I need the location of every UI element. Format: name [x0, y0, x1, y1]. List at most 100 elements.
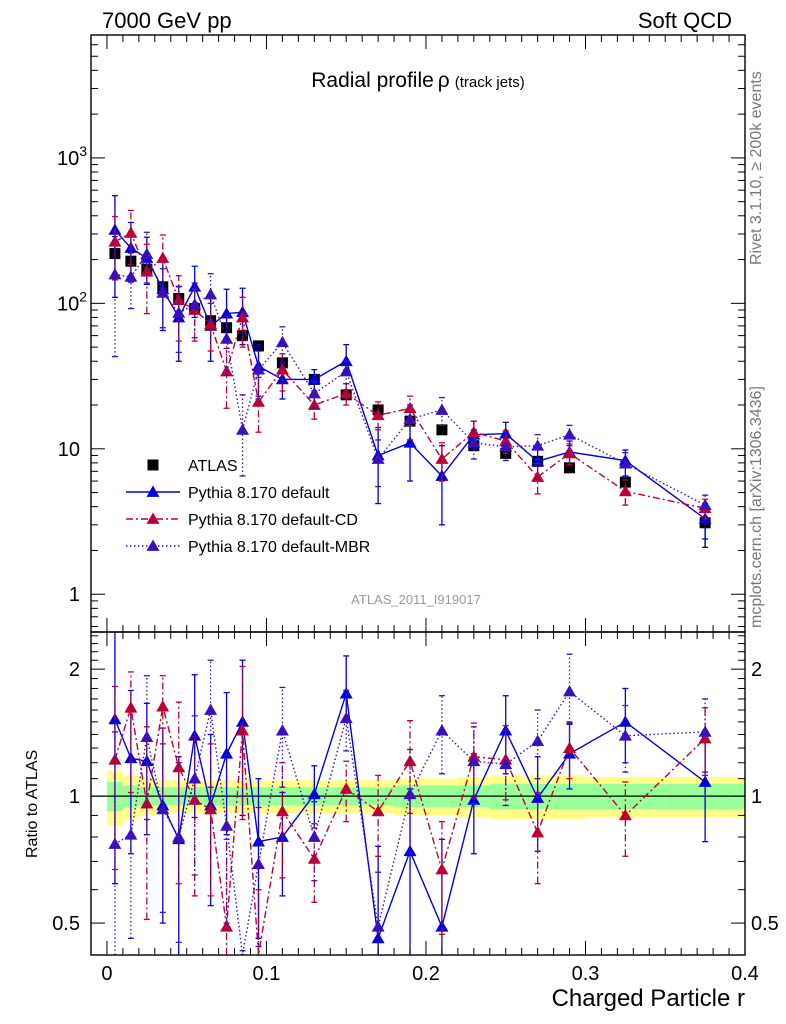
ratio-series-2-point	[204, 703, 218, 715]
main-title-suffix: (track jets)	[455, 74, 525, 91]
main-series-2-point	[371, 408, 385, 421]
ratio-series-0-point	[236, 715, 250, 727]
main-series-3-point	[563, 428, 577, 440]
x-tick-label: 0.3	[572, 963, 600, 985]
ratio-y-tick-label-right: 0.5	[751, 913, 779, 935]
main-series-2-point	[251, 395, 265, 407]
main-series-2-point	[563, 446, 577, 459]
main-series-2-point	[435, 452, 449, 464]
main-series-2-point	[108, 235, 122, 247]
main-series-2-line	[114, 231, 706, 509]
header-right: Soft QCD	[638, 8, 732, 33]
ratio-series-0-point	[698, 775, 712, 787]
ratio-series-2-point	[188, 772, 202, 784]
ratio-series-2-point	[156, 802, 170, 815]
ratio-series-2-point	[172, 830, 186, 842]
main-series-3-point	[531, 439, 545, 451]
ratio-series-1-point	[307, 852, 321, 864]
ratio-series-1-point	[563, 741, 577, 753]
ratio-series-2-point	[435, 724, 449, 736]
main-series-3-point	[251, 363, 265, 375]
main-series-3-point	[339, 364, 353, 377]
ratio-series-2-point	[220, 819, 234, 831]
main-series-3-point	[124, 270, 138, 282]
main-series-1-point	[531, 454, 545, 467]
ratio-series-2-point	[339, 711, 353, 724]
ratio-series-2-point	[698, 725, 712, 737]
legend-label-2: Pythia 8.170 default-CD	[188, 512, 358, 529]
main-series-3-point	[140, 247, 154, 260]
main-series-1-point	[307, 372, 321, 385]
ratio-series-2-point	[108, 837, 122, 849]
main-series-0-point	[564, 462, 576, 474]
x-tick-label: 0.4	[731, 963, 759, 985]
ratio-series-1-point	[220, 920, 234, 932]
main-series-2-point	[156, 251, 170, 263]
main-series-3-point	[618, 457, 632, 469]
main-series-3-point	[236, 423, 250, 435]
main-series-3-point	[108, 267, 122, 280]
main-series-2-point	[531, 470, 545, 482]
main-series-3-point	[275, 335, 289, 348]
ratio-series-1-point	[618, 808, 632, 821]
main-series-3-point	[499, 440, 513, 452]
main-y-tick-base: 10	[57, 293, 79, 315]
main-series-0-point	[436, 424, 448, 436]
main-y-tick-label: 10	[58, 439, 80, 461]
main-series-2-point	[204, 317, 218, 329]
main-series-1-point	[220, 307, 234, 319]
legend-label-0: ATLAS	[188, 458, 238, 475]
ratio-series-2-point	[531, 734, 545, 747]
ratio-y-tick-label: 1	[69, 786, 80, 808]
main-series-3-point	[156, 286, 170, 298]
ratio-series-0-point	[307, 787, 321, 800]
header-left: 7000 GeV pp	[102, 8, 232, 33]
main-y-tick-exponent: 3	[79, 143, 87, 159]
main-series-3-point	[371, 452, 385, 464]
ratio-series-2-point	[307, 830, 321, 842]
ratio-series-0-point	[140, 754, 154, 767]
ratio-series-2-point	[124, 828, 138, 840]
legend-marker-3	[146, 539, 160, 551]
x-tick-label: 0.2	[412, 963, 440, 985]
ratio-series-1-point	[371, 804, 385, 817]
main-plot	[108, 195, 712, 549]
ratio-y-tick-label: 0.5	[52, 913, 80, 935]
main-y-tick-exponent: 2	[79, 288, 87, 304]
ratio-series-1-point	[339, 782, 353, 794]
ratio-series-2-point	[251, 857, 265, 869]
x-tick-label: 0.1	[253, 963, 281, 985]
main-y-tick-label: 1	[69, 584, 80, 606]
ratio-series-2-point	[467, 754, 481, 767]
main-series-3-point	[220, 332, 234, 344]
main-title-text: Radial profile	[311, 69, 434, 92]
ratio-series-2-point	[563, 685, 577, 697]
main-series-2-point	[339, 386, 353, 399]
ratio-series-1-point	[172, 760, 186, 773]
legend-label-3: Pythia 8.170 default-MBR	[188, 539, 370, 556]
main-series-0-point	[619, 476, 631, 488]
ratio-series-2-point	[403, 787, 417, 800]
main-series-1-point	[403, 436, 417, 448]
legend-marker-1	[146, 485, 160, 497]
main-series-2-point	[275, 363, 289, 375]
main-series-2-point	[236, 310, 250, 323]
ratio-series-1-point	[531, 825, 545, 838]
main-title-symbol: ρ	[438, 69, 450, 92]
main-series-3-point	[188, 298, 202, 310]
legend-marker-2	[146, 512, 160, 524]
main-series-1-point	[275, 372, 289, 385]
ratio-series-1-point	[236, 724, 250, 736]
main-series-1-line	[114, 229, 706, 520]
main-series-3-line	[114, 252, 706, 506]
main-series-3-point	[435, 403, 449, 415]
ratio-series-1-point	[275, 804, 289, 817]
ratio-series-0-point	[435, 920, 449, 932]
main-y-tick-base: 10	[57, 148, 79, 170]
ratio-series-0-point	[618, 715, 632, 727]
ratio-series-2-point	[371, 920, 385, 932]
ratio-y-tick-label-right: 2	[751, 659, 762, 681]
main-series-3-point	[172, 306, 186, 318]
